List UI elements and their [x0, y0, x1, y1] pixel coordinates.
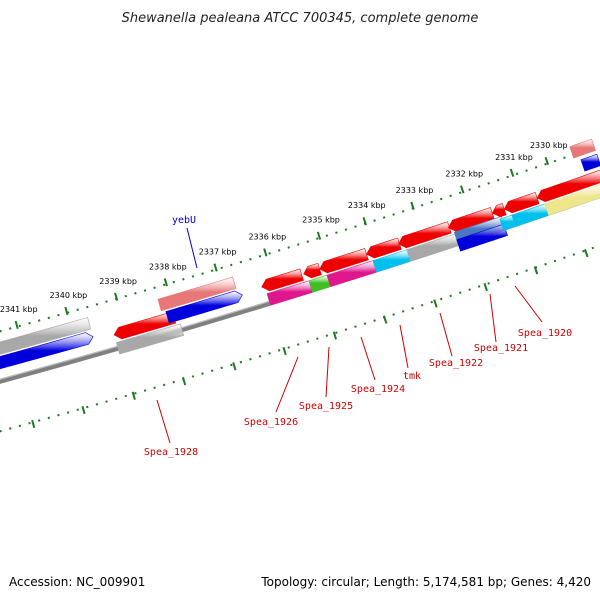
- tick-mark: [316, 231, 322, 240]
- label-leader-line: [156, 399, 171, 444]
- gene-feature-blue[interactable]: [0, 332, 94, 373]
- gene-label[interactable]: Spea_1924: [351, 384, 405, 395]
- tick-label: 2330 kbp: [530, 141, 568, 150]
- tick-mark: [64, 306, 69, 316]
- gene-feature-grey[interactable]: [0, 317, 92, 358]
- tick-mark: [433, 299, 438, 308]
- gene-feature-pink-red[interactable]: [569, 138, 596, 159]
- tick-label: 2341 kbp: [0, 305, 38, 314]
- tick-mark: [131, 391, 136, 400]
- accession-text: Accession: NC_009901: [9, 575, 145, 589]
- gene-label[interactable]: Spea_1920: [518, 328, 572, 339]
- gene-feature-grey[interactable]: [115, 323, 185, 355]
- gene-feature-blue[interactable]: [456, 223, 508, 252]
- gene-feature-red[interactable]: [303, 262, 322, 279]
- tick-mark: [509, 168, 515, 177]
- label-leader-line: [399, 324, 409, 369]
- tick-label: 2331 kbp: [495, 153, 533, 162]
- gene-label[interactable]: tmk: [403, 371, 421, 382]
- tick-mark: [544, 156, 550, 166]
- tick-label: 2333 kbp: [396, 186, 434, 195]
- gene-feature-khaki[interactable]: [544, 183, 600, 216]
- tick-label: 2340 kbp: [50, 291, 88, 300]
- tick-mark: [383, 315, 388, 324]
- outer-tick-track: [0, 144, 600, 333]
- gene-label[interactable]: Spea_1928: [144, 447, 198, 458]
- tick-label: 2335 kbp: [302, 216, 340, 225]
- tick-mark: [213, 263, 218, 272]
- genome-summary-text: Topology: circular; Length: 5,174,581 bp…: [260, 575, 591, 589]
- tick-label: 2337 kbp: [199, 247, 237, 256]
- label-leader-line: [186, 227, 198, 269]
- tick-mark: [282, 346, 287, 356]
- kbp-ticks: 2330 kbp 2331 kbp 2332 kbp 2333 kbp 2334 kbp…: [0, 141, 589, 429]
- tick-mark: [81, 405, 86, 415]
- tick-mark: [263, 248, 268, 257]
- gene-feature-red[interactable]: [261, 268, 304, 292]
- gene-feature-blue[interactable]: [580, 153, 600, 172]
- tick-label: 2332 kbp: [445, 169, 483, 178]
- map-title: Shewanella pealeana ATCC 700345, complet…: [122, 11, 479, 26]
- gene-feature-blue[interactable]: [165, 290, 243, 324]
- tick-mark: [232, 362, 237, 371]
- tick-mark: [181, 377, 187, 386]
- label-leader-line: [275, 356, 299, 413]
- tick-mark: [362, 217, 367, 226]
- label-leader-line: [360, 336, 376, 381]
- label-leader-line: [439, 312, 453, 357]
- gene-label[interactable]: Spea_1925: [299, 401, 353, 412]
- tick-label: 2336 kbp: [248, 232, 286, 241]
- tick-mark: [31, 419, 36, 429]
- tick-mark: [460, 185, 465, 194]
- label-leader-line: [514, 285, 543, 323]
- tick-mark: [483, 282, 488, 292]
- label-leader-line: [489, 293, 497, 343]
- gene-features: [0, 138, 600, 373]
- gene-label[interactable]: yebU: [172, 215, 196, 226]
- inner-tick-track: [0, 244, 600, 433]
- tick-mark: [533, 266, 539, 275]
- gene-label[interactable]: Spea_1926: [244, 417, 298, 428]
- tick-mark: [332, 331, 338, 340]
- tick-mark: [583, 249, 589, 258]
- tick-label: 2338 kbp: [149, 262, 187, 271]
- gene-feature-pink-red[interactable]: [157, 276, 237, 312]
- label-leader-line: [325, 346, 330, 398]
- tick-label: 2339 kbp: [99, 277, 137, 286]
- tick-mark: [163, 278, 168, 287]
- gene-label[interactable]: Spea_1921: [474, 343, 528, 354]
- tick-mark: [114, 292, 119, 301]
- gene-feature-red[interactable]: [491, 203, 507, 218]
- tick-label: 2334 kbp: [348, 201, 386, 210]
- gene-label[interactable]: Spea_1922: [429, 358, 483, 369]
- gene-feature-red[interactable]: [536, 169, 600, 202]
- tick-mark: [410, 201, 415, 210]
- tick-mark: [14, 320, 19, 329]
